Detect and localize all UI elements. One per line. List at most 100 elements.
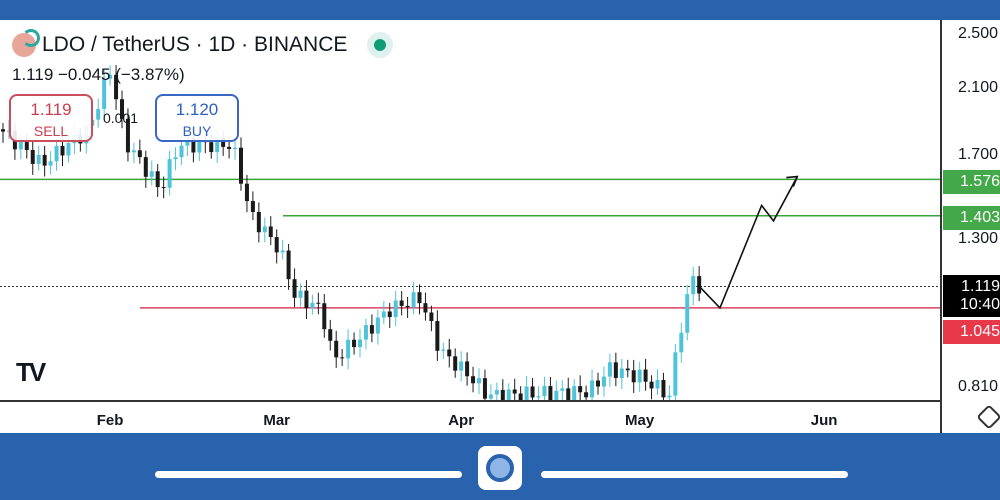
x-tick-label: Feb <box>96 412 124 429</box>
price-chart[interactable] <box>0 20 940 400</box>
symbol-header[interactable]: LDO / TetherUS · 1D · BINANCE <box>12 29 394 58</box>
candle-body <box>572 386 577 400</box>
buy-price: 1.120 <box>175 100 219 119</box>
candle-body <box>691 276 696 295</box>
candle-body <box>197 141 202 153</box>
candle-body <box>637 369 642 383</box>
candle-body <box>578 386 583 393</box>
current-price-label: 1.119 10:40 <box>943 275 1000 317</box>
candle-body <box>328 329 333 341</box>
candle-body <box>227 146 232 149</box>
candle-body <box>524 386 529 400</box>
candle-body <box>560 388 565 391</box>
candle-body <box>48 161 53 166</box>
candle-body <box>125 118 130 153</box>
candle-body <box>649 381 654 389</box>
candle-body <box>494 389 499 395</box>
x-axis-line <box>0 400 940 402</box>
target2-label: 1.576 <box>943 170 1000 194</box>
y-tick-label: 2.100 <box>957 79 998 97</box>
candle-body <box>18 142 23 150</box>
y-tick-label: 1.300 <box>957 229 998 247</box>
candle-body <box>346 339 351 359</box>
candle-body <box>601 376 606 387</box>
candle-body <box>167 159 172 188</box>
candle-body <box>661 379 666 398</box>
candle-body <box>512 389 517 394</box>
candle-body <box>60 145 65 156</box>
buy-button[interactable]: 1.120 BUY <box>155 94 239 142</box>
sell-button[interactable]: 1.119 SELL <box>9 94 93 142</box>
candle-body <box>268 226 273 238</box>
candle-body <box>423 303 428 313</box>
x-tick-label: Jun <box>810 412 838 429</box>
candle-body <box>96 108 101 120</box>
candle-body <box>114 74 119 100</box>
home-button[interactable] <box>478 446 522 490</box>
candle-body <box>108 74 113 79</box>
chart-panel[interactable]: LDO / TetherUS · 1D · BINANCE 1.119 −0.0… <box>0 20 1000 433</box>
candle-body <box>405 305 410 308</box>
candle-body <box>482 378 487 399</box>
candle-body <box>625 368 630 371</box>
candle-body <box>1 129 5 132</box>
candle-body <box>179 145 184 158</box>
candle-body <box>673 352 678 396</box>
candle-body <box>500 389 505 400</box>
nav-pill-right[interactable] <box>541 471 848 478</box>
candle-body <box>607 362 612 377</box>
candle-body <box>286 250 291 280</box>
app-icon <box>486 454 514 482</box>
candle-body <box>24 142 29 150</box>
candle-body <box>256 212 261 233</box>
candle-body <box>131 150 136 153</box>
candle-body <box>155 171 160 188</box>
y-tick-label: 0.810 <box>957 377 998 395</box>
arrow-head-icon <box>786 175 799 187</box>
candle-body <box>191 138 196 153</box>
candle-body <box>613 362 618 378</box>
spread-value: 0.001 <box>103 110 139 126</box>
tradingview-logo[interactable]: TV <box>16 357 46 387</box>
candle-body <box>465 361 470 377</box>
symbol-title: LDO / TetherUS · 1D · BINANCE <box>42 33 348 56</box>
candle-body <box>506 389 511 400</box>
price-change: 1.119 −0.045 (−3.87%) <box>12 65 185 84</box>
candle-body <box>590 380 595 398</box>
candle-body <box>530 386 535 398</box>
candle-body <box>239 147 243 184</box>
target1-label: 1.403 <box>943 206 1000 230</box>
candle-body <box>697 276 702 294</box>
candle-body <box>375 317 380 334</box>
current-price: 1.119 <box>961 278 1000 295</box>
candle-body <box>322 303 327 330</box>
y-tick-label: 2.500 <box>957 24 998 42</box>
x-tick-label: Apr <box>448 412 475 429</box>
candle-body <box>363 325 368 340</box>
candle-body <box>631 370 636 383</box>
candle-body <box>471 376 476 384</box>
candle-body <box>185 138 190 146</box>
candle-body <box>667 395 672 398</box>
support-label: 1.045 <box>943 320 1000 344</box>
candle-countdown: 10:40 <box>959 296 1000 313</box>
candle-body <box>435 321 440 351</box>
nav-pill-left[interactable] <box>155 471 462 478</box>
candle-body <box>233 147 238 149</box>
candle-body <box>447 349 452 357</box>
candle-body <box>298 290 303 298</box>
price-axis[interactable]: 0.810 1.300 1.700 2.100 2.500 1.576 1.403 1.… <box>940 20 1000 433</box>
candle-body <box>120 99 124 119</box>
candle-body <box>619 368 624 378</box>
candle-body <box>358 339 362 348</box>
x-tick-label: May <box>625 412 655 429</box>
candle-body <box>173 157 178 160</box>
y-tick-label: 1.700 <box>957 145 998 163</box>
candle-body <box>66 143 71 156</box>
candle-body <box>209 142 214 153</box>
candle-body <box>441 349 446 351</box>
candle-body <box>149 171 154 177</box>
projection-arrow <box>698 176 799 310</box>
candle-body <box>369 325 374 334</box>
candle-body <box>411 292 416 308</box>
